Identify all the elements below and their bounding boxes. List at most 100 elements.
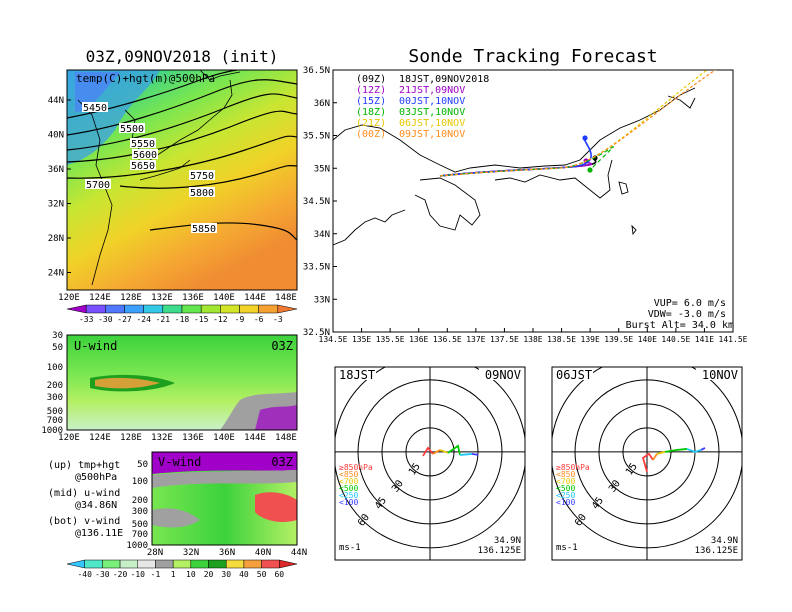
wind-colorbar-swatch	[208, 559, 227, 569]
vwind-label: V-wind	[158, 455, 201, 469]
map-500hpa-frame	[66, 69, 298, 291]
track-map-contents	[333, 70, 717, 246]
wind-colorbar-label: 40	[239, 570, 249, 579]
pressure-tick-label: 100	[47, 363, 63, 373]
side-notes: (up) tmp+hgt@500hPa (mid) u-wind@34.86N (b…	[48, 460, 123, 539]
pressure-tick-label: 500	[47, 407, 63, 417]
level-legend: ≥850hPa	[556, 463, 590, 472]
wind-colorbar-swatch	[225, 559, 245, 569]
track-legend: (09Z) 18JST,09NOV2018 (12Z) 21JST,09NOV (15Z…	[356, 74, 489, 140]
lon-tick-label: 136E	[182, 433, 204, 443]
uwind-frame	[66, 334, 298, 431]
wind-colorbar-swatch	[279, 559, 298, 569]
level-legend: <850	[556, 470, 575, 479]
wind-colorbar-label: 50	[257, 570, 267, 579]
lon-tick-label: 128E	[120, 293, 142, 303]
lat-tick-label: 36.5N	[303, 66, 330, 76]
level-legend: <100	[339, 498, 358, 507]
hodograph-trace	[422, 446, 434, 457]
hodograph-lon: 136.125E	[695, 546, 738, 556]
side-note-line: @34.86N	[75, 500, 117, 511]
left-title: 03Z,09NOV2018 (init)	[86, 47, 279, 66]
lon-tick-label: 144E	[244, 433, 266, 443]
landing-point	[582, 135, 588, 141]
landing-point	[587, 167, 593, 173]
right-title: Sonde Tracking Forecast	[408, 46, 657, 67]
contour-label: 5600	[133, 150, 157, 161]
wind-colorbar-label: 30	[221, 570, 231, 579]
level-legend: ≥850hPa	[339, 463, 373, 472]
pressure-tick-label: 200	[132, 496, 148, 506]
hodograph-trace	[439, 449, 449, 454]
island-coastline	[618, 181, 629, 195]
vdw-readout: VDW= -3.0 m/s	[648, 309, 726, 320]
height-contour	[67, 93, 297, 151]
track-map-panel: (09Z) 18JST,09NOV2018 (12Z) 21JST,09NOV (15Z…	[303, 66, 748, 344]
level-legend: <250	[556, 491, 575, 500]
lon-tick-label: 136E	[182, 293, 204, 303]
hodograph-lat: 34.9N	[494, 536, 521, 546]
map-500hpa-lat-ticks: 44N 40N 36N 32N 28N 24N	[48, 96, 71, 279]
lon-tick-label: 144E	[244, 293, 266, 303]
legend-time: 06JST,10NOV	[399, 118, 465, 129]
colorbar-swatch	[200, 304, 221, 314]
uwind-time: 03Z	[271, 339, 293, 353]
colorbar-swatch	[66, 304, 87, 314]
legend-time: 18JST,09NOV2018	[399, 74, 489, 85]
lat-tick-label: 36N	[314, 99, 330, 109]
hodograph-unit: ms-1	[556, 543, 578, 553]
date-label-bg	[696, 368, 741, 380]
height-contour	[67, 79, 297, 136]
pressure-tick-label: 700	[132, 530, 148, 540]
lon-tick-label: 136E	[409, 335, 428, 344]
contour-label: 5500	[120, 124, 144, 135]
island-coastline	[631, 224, 637, 236]
wind-colorbar-label: -10	[131, 570, 146, 579]
level-legend: <850	[339, 470, 358, 479]
wind-colorbar-swatch	[261, 559, 280, 569]
lon-tick-label: 139E	[581, 335, 600, 344]
contour-label-bg	[82, 102, 108, 112]
colorbar-swatch	[220, 304, 240, 314]
lat-tick-label: 33.5N	[303, 263, 330, 273]
contour-label-bg	[191, 223, 217, 233]
height-contour	[119, 164, 297, 189]
lat-tick-label: 40N	[48, 131, 64, 141]
colorbar-label: -24	[136, 315, 151, 324]
contour-label: 5850	[192, 224, 216, 235]
wind-colorbar-swatch	[155, 559, 174, 569]
wind-colorbar-swatch	[102, 559, 121, 569]
lat-tick-label: 28N	[147, 548, 163, 558]
colorbar-label: -12	[213, 315, 228, 324]
lat-tick-label: 35.5N	[303, 132, 330, 142]
height-contour	[67, 135, 297, 179]
sonde-tracks	[439, 70, 717, 177]
coastline	[139, 159, 191, 181]
wind-colorbar-swatch	[66, 559, 85, 569]
lat-tick-label: 32N	[183, 548, 199, 558]
colorbar-swatch	[143, 304, 164, 314]
lat-tick-label: 36N	[48, 165, 64, 175]
time-label-bg	[336, 368, 376, 380]
colorbar-label: -27	[117, 315, 132, 324]
contour-label: 5650	[131, 161, 155, 172]
pressure-tick-label: 50	[52, 343, 63, 353]
hodograph-lat: 34.9N	[711, 536, 738, 546]
lon-tick-label: 148E	[275, 293, 297, 303]
level-legend: <500	[339, 484, 358, 493]
lon-tick-label: 124E	[89, 433, 111, 443]
side-note-line: (bot) v-wind	[48, 516, 120, 527]
contour-label: 5550	[131, 139, 155, 150]
wind-colorbar: -40 -30 -20 -10 -1 1 10 20 30 40 50 60	[66, 559, 298, 579]
colorbar-swatch	[239, 304, 259, 314]
legend-code: (12Z)	[356, 85, 386, 96]
pressure-tick-label: 300	[47, 393, 63, 403]
pressure-tick-label: 300	[132, 507, 148, 517]
pressure-tick-label: 100	[132, 477, 148, 487]
lat-tick-label: 36N	[219, 548, 235, 558]
legend-time: 00JST,10NOV	[399, 96, 465, 107]
